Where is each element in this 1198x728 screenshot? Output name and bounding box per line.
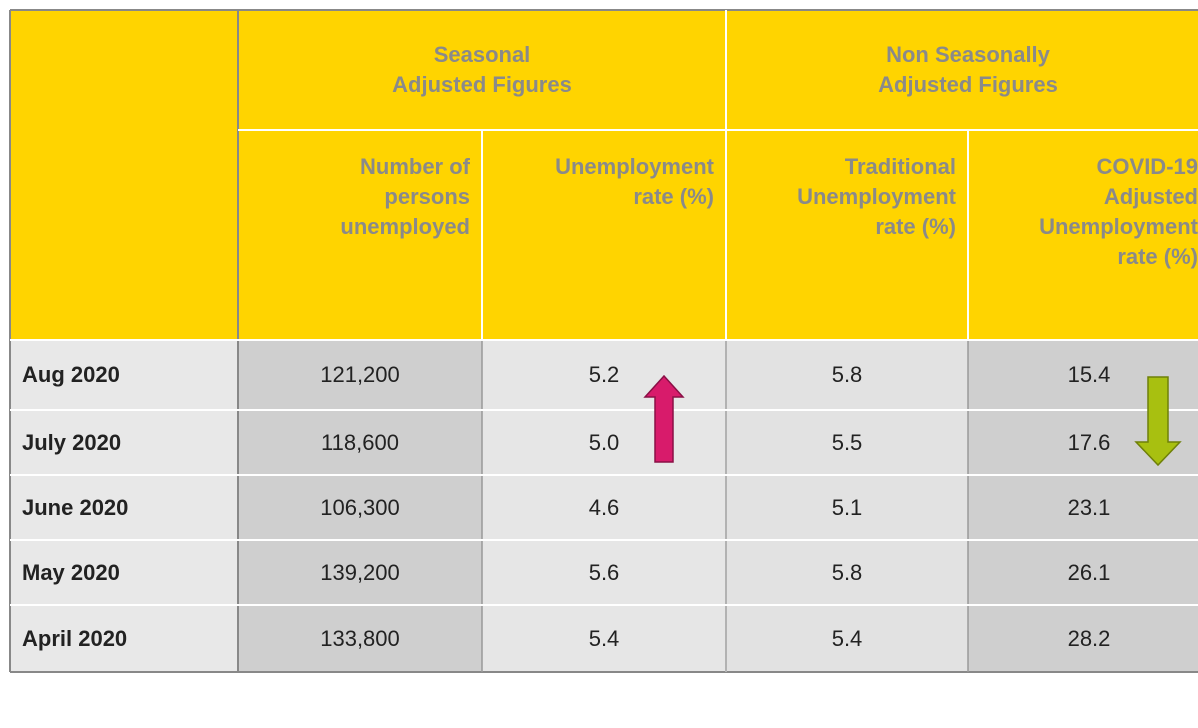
down-arrow — [1134, 376, 1182, 467]
group-header: Non Seasonally Adjusted Figures — [726, 10, 1198, 130]
cell-value: 5.2 — [482, 340, 726, 410]
cell-value: 5.5 — [726, 410, 968, 475]
column-header: Unemployment rate (%) — [482, 130, 726, 340]
row-label: May 2020 — [10, 540, 238, 605]
cell-value: 5.4 — [726, 605, 968, 672]
cell-value: 5.0 — [482, 410, 726, 475]
group-header: Seasonal Adjusted Figures — [238, 10, 726, 130]
cell-value: 106,300 — [238, 475, 482, 540]
cell-value: 5.6 — [482, 540, 726, 605]
cell-value: 23.1 — [968, 475, 1198, 540]
row-label: July 2020 — [10, 410, 238, 475]
cell-value: 5.8 — [726, 340, 968, 410]
cell-value: 5.1 — [726, 475, 968, 540]
row-label: Aug 2020 — [10, 340, 238, 410]
cell-value: 28.2 — [968, 605, 1198, 672]
row-label: April 2020 — [10, 605, 238, 672]
cell-value: 4.6 — [482, 475, 726, 540]
cell-value: 5.4 — [482, 605, 726, 672]
column-header: Traditional Unemployment rate (%) — [726, 130, 968, 340]
cell-value: 26.1 — [968, 540, 1198, 605]
up-arrow — [643, 374, 685, 463]
cell-value: 139,200 — [238, 540, 482, 605]
row-label: June 2020 — [10, 475, 238, 540]
cell-value: 121,200 — [238, 340, 482, 410]
header-corner — [10, 10, 238, 340]
cell-value: 5.8 — [726, 540, 968, 605]
cell-value: 133,800 — [238, 605, 482, 672]
column-header: COVID-19 Adjusted Unemployment rate (%) — [968, 130, 1198, 340]
column-header: Number of persons unemployed — [238, 130, 482, 340]
cell-value: 118,600 — [238, 410, 482, 475]
